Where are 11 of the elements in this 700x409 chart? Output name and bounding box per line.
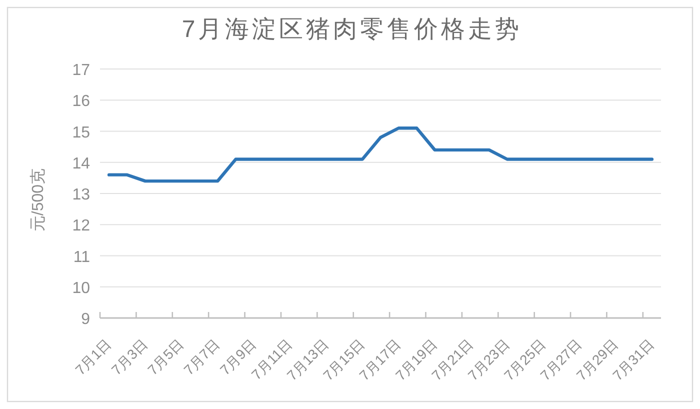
y-tick-label: 12 [72, 218, 90, 235]
y-tick-label: 14 [72, 155, 90, 172]
y-tick-label: 13 [72, 186, 90, 204]
y-tick-label: 15 [72, 124, 90, 142]
y-tick-label: 17 [72, 62, 90, 79]
y-tick-label: 10 [72, 280, 90, 297]
ylabel: 元/500克 [30, 168, 47, 232]
y-tick-label: 9 [81, 311, 90, 328]
y-tick-label: 16 [72, 93, 90, 110]
y-tick-label: 11 [73, 248, 90, 266]
title: 7月海淀区猪肉零售价格走势 [182, 16, 522, 43]
